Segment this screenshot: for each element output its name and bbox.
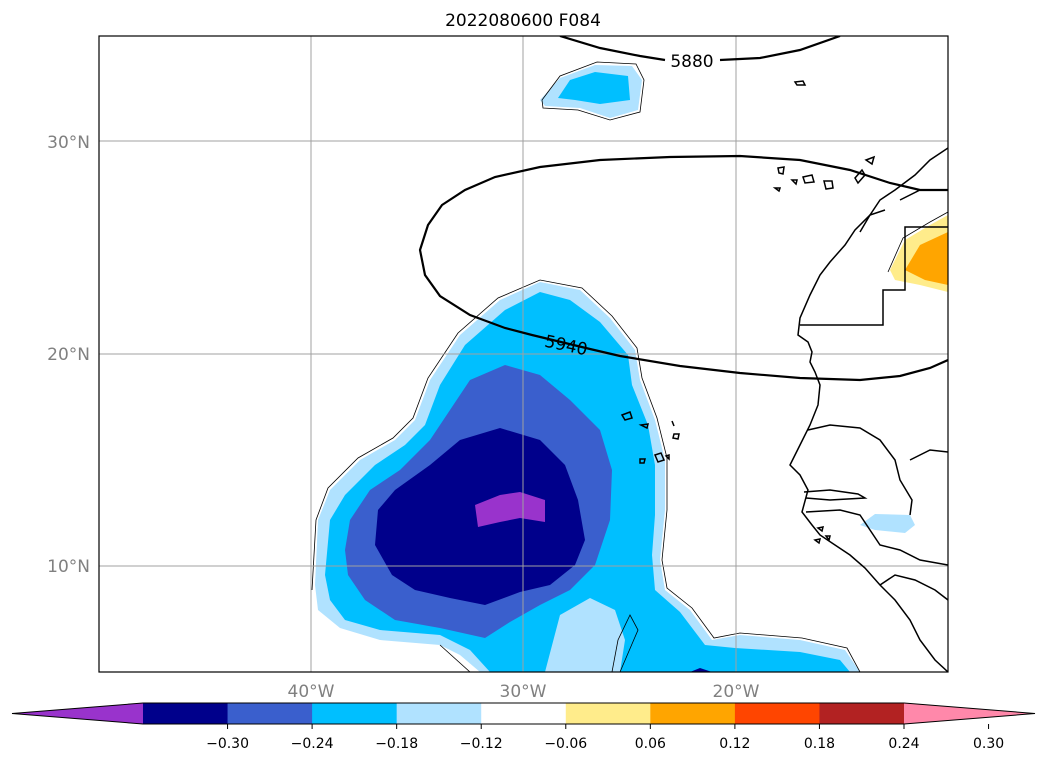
colorbar-segment [143,703,229,724]
contour-fill-north-blue [558,72,630,104]
island-cape-verde-6 [639,458,646,464]
island-bissagos-1 [816,526,825,533]
island-cape-verde-5 [653,452,666,463]
colorbar-tick-label: 0.24 [888,736,919,752]
lon-tick-labels: 40°W 30°W 20°W [288,682,760,702]
island-canary-2 [790,179,798,186]
island-bissagos-2 [813,538,822,545]
colorbar-tick-label: −0.12 [460,736,503,752]
contour-outline-gap [611,614,639,672]
island-cape-verde-1 [620,411,633,421]
contour-outline-north [541,61,645,121]
colorbar-tick-label: 0.06 [635,736,666,752]
colorbar: −0.30 −0.24 −0.18 −0.12 −0.06 0.06 0.12 0.18 0.2… [11,702,1036,752]
island-canary-7 [772,187,782,193]
border-morocco [899,189,948,201]
border-interior [909,449,948,461]
colorbar-segment [227,703,313,724]
island-canary-4 [823,180,834,190]
contour-outline-main [311,279,861,672]
lat-tick-labels: 10°N 20°N 30°N [47,133,90,577]
lon-tick-label: 20°W [713,682,760,702]
colorbar-outline [11,702,1036,725]
island-canary-1 [777,166,785,175]
island-cape-verde-4 [672,433,680,440]
border-mauritania-mali [859,209,886,233]
colorbar-segment [481,703,567,724]
island-cape-verde-7 [664,453,670,461]
colorbar-segment [396,703,482,724]
chart-title: 2022080600 F084 [445,11,601,31]
border-liberia [879,574,948,601]
africa-coastline [789,147,948,672]
contour-fill-purple [475,492,545,527]
colorbar-segment [819,703,905,724]
island-cape-verde-3 [671,420,675,427]
island-cape-verde-2 [638,423,649,430]
lon-tick-label: 30°W [500,682,547,702]
border-gambia [803,489,868,501]
island-canary-6 [864,155,876,166]
contour-fill-bottom [690,668,712,672]
height-contours [418,36,948,382]
colorbar-tick-label: 0.12 [719,736,750,752]
border-senegal [807,424,913,516]
island-madeira [793,80,807,86]
colorbar-tick-label: −0.18 [375,736,418,752]
gridlines [99,36,948,672]
colorbar-segment [650,703,736,724]
filled-contours [315,65,948,672]
colorbar-tick-label: −0.06 [544,736,587,752]
border-guinea [805,509,948,566]
map-frame [98,35,949,673]
contour-fill-coast [860,514,915,533]
contour-label-5880: 5880 [670,52,713,72]
colorbar-tick-label: 0.30 [973,736,1004,752]
colorbar-segment [565,703,651,724]
lon-tick-label: 40°W [288,682,335,702]
colorbar-segment [734,703,820,724]
map-area: 5880 5940 [99,36,948,672]
lat-tick-label: 20°N [47,345,90,365]
border-western-sahara [800,226,948,326]
contour-outline-bottom [439,644,471,672]
island-bissagos-3 [824,535,831,542]
lat-tick-label: 10°N [47,557,90,577]
colorbar-segment [312,703,398,724]
contour-line-5940 [418,154,948,382]
colorbar-tick-label: −0.30 [206,736,249,752]
lat-tick-label: 30°N [47,133,90,153]
contour-outline-east [887,211,948,273]
colorbar-extend-min [12,703,143,724]
colorbar-tick-label: 0.18 [804,736,835,752]
contour-line-5880 [559,36,841,62]
contour-outlines [311,61,948,672]
island-canary-3 [802,174,815,184]
colorbar-extend-max [904,703,1035,724]
colorbar-tick-label: −0.24 [291,736,334,752]
contour-fill-orange [905,232,948,285]
